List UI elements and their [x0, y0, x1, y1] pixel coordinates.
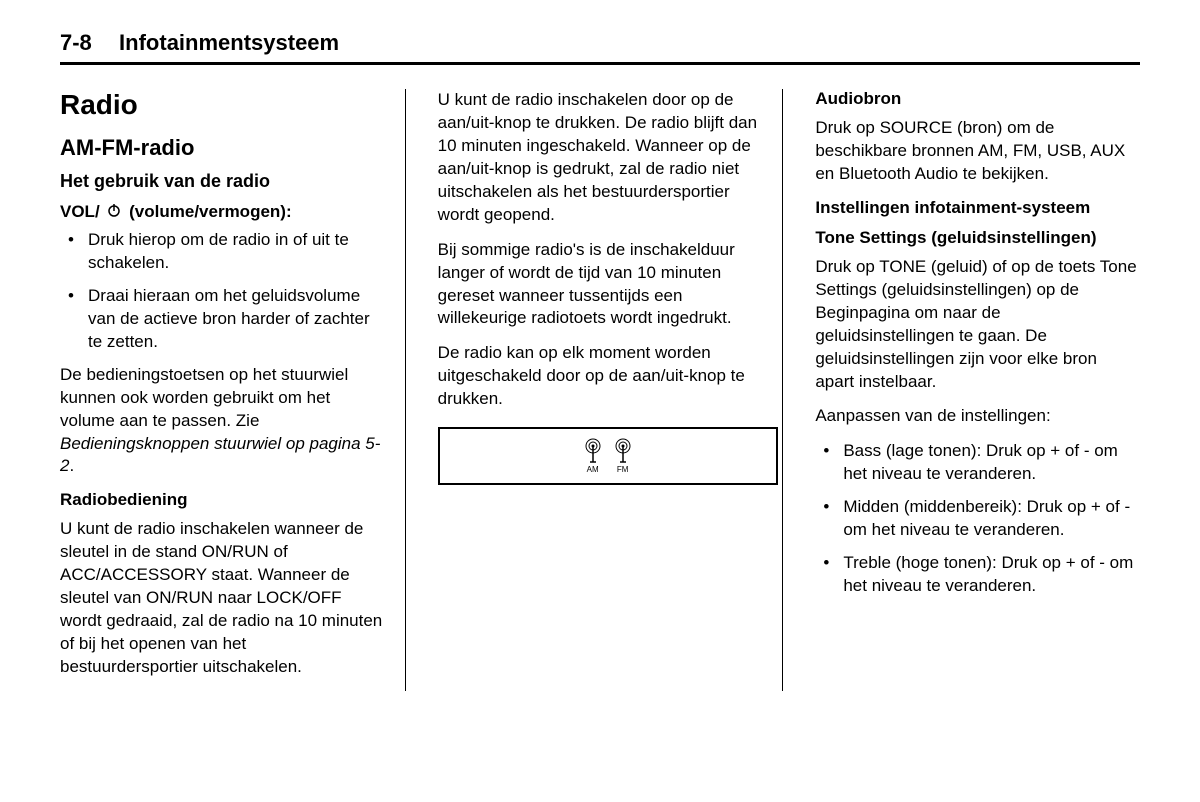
section-title: Infotainmentsysteem — [119, 30, 339, 55]
list-item: Treble (hoge tonen): Druk op + of - om h… — [815, 552, 1140, 598]
cross-ref: Bedieningsknoppen stuurwiel op pagina 5-… — [60, 434, 380, 476]
power-icon — [106, 202, 122, 223]
vol-prefix: VOL/ — [60, 202, 100, 221]
heading-radio: Radio — [60, 89, 385, 121]
vol-bullets: Druk hierop om de radio in of uit te sch… — [60, 229, 385, 354]
tone-para: Druk op TONE (geluid) of op de toets Ton… — [815, 256, 1140, 394]
antenna-am-label: AM — [587, 465, 599, 474]
col2-para2: Bij sommige radio's is de inschakelduur … — [438, 239, 763, 331]
vol-suffix: (volume/vermogen): — [129, 202, 291, 221]
vol-label: VOL/ (volume/vermogen): — [60, 202, 385, 223]
column-3: Audiobron Druk op SOURCE (bron) om de be… — [815, 89, 1140, 691]
heading-gebruik: Het gebruik van de radio — [60, 171, 385, 192]
heading-amfm: AM-FM-radio — [60, 135, 385, 161]
column-2: U kunt de radio inschakelen door op de a… — [438, 89, 784, 691]
antenna-fm-label: FM — [617, 465, 629, 474]
radio-operation-para: U kunt de radio inschakelen wanneer de s… — [60, 518, 385, 679]
para-end: . — [69, 456, 74, 475]
header-spacer — [96, 30, 114, 55]
steering-note: De bedieningstoetsen op het stuurwiel ku… — [60, 364, 385, 479]
list-item: Draai hieraan om het geluidsvolume van d… — [60, 285, 385, 354]
content-columns: Radio AM-FM-radio Het gebruik van de rad… — [60, 89, 1140, 691]
heading-instellingen: Instellingen infotainment-systeem — [815, 198, 1140, 218]
column-1: Radio AM-FM-radio Het gebruik van de rad… — [60, 89, 406, 691]
page-number: 7-8 — [60, 30, 92, 55]
heading-audiobron: Audiobron — [815, 89, 1140, 109]
heading-tone: Tone Settings (geluidsinstellingen) — [815, 228, 1140, 248]
list-item: Druk hierop om de radio in of uit te sch… — [60, 229, 385, 275]
para-text: De bedieningstoetsen op het stuurwiel ku… — [60, 365, 348, 430]
list-item: Bass (lage tonen): Druk op + of - om het… — [815, 440, 1140, 486]
audiobron-para: Druk op SOURCE (bron) om de beschikbare … — [815, 117, 1140, 186]
radio-display-illustration: AM FM — [438, 427, 778, 485]
antenna-am-icon: AM — [584, 438, 602, 474]
col2-para3: De radio kan op elk moment worden uitges… — [438, 342, 763, 411]
heading-radiobediening: Radiobediening — [60, 490, 385, 510]
col2-para1: U kunt de radio inschakelen door op de a… — [438, 89, 763, 227]
list-item: Midden (middenbereik): Druk op + of - om… — [815, 496, 1140, 542]
tone-bullets: Bass (lage tonen): Druk op + of - om het… — [815, 440, 1140, 598]
antenna-fm-icon: FM — [614, 438, 632, 474]
adjust-para: Aanpassen van de instellingen: — [815, 405, 1140, 428]
page-header: 7-8 Infotainmentsysteem — [60, 30, 1140, 65]
